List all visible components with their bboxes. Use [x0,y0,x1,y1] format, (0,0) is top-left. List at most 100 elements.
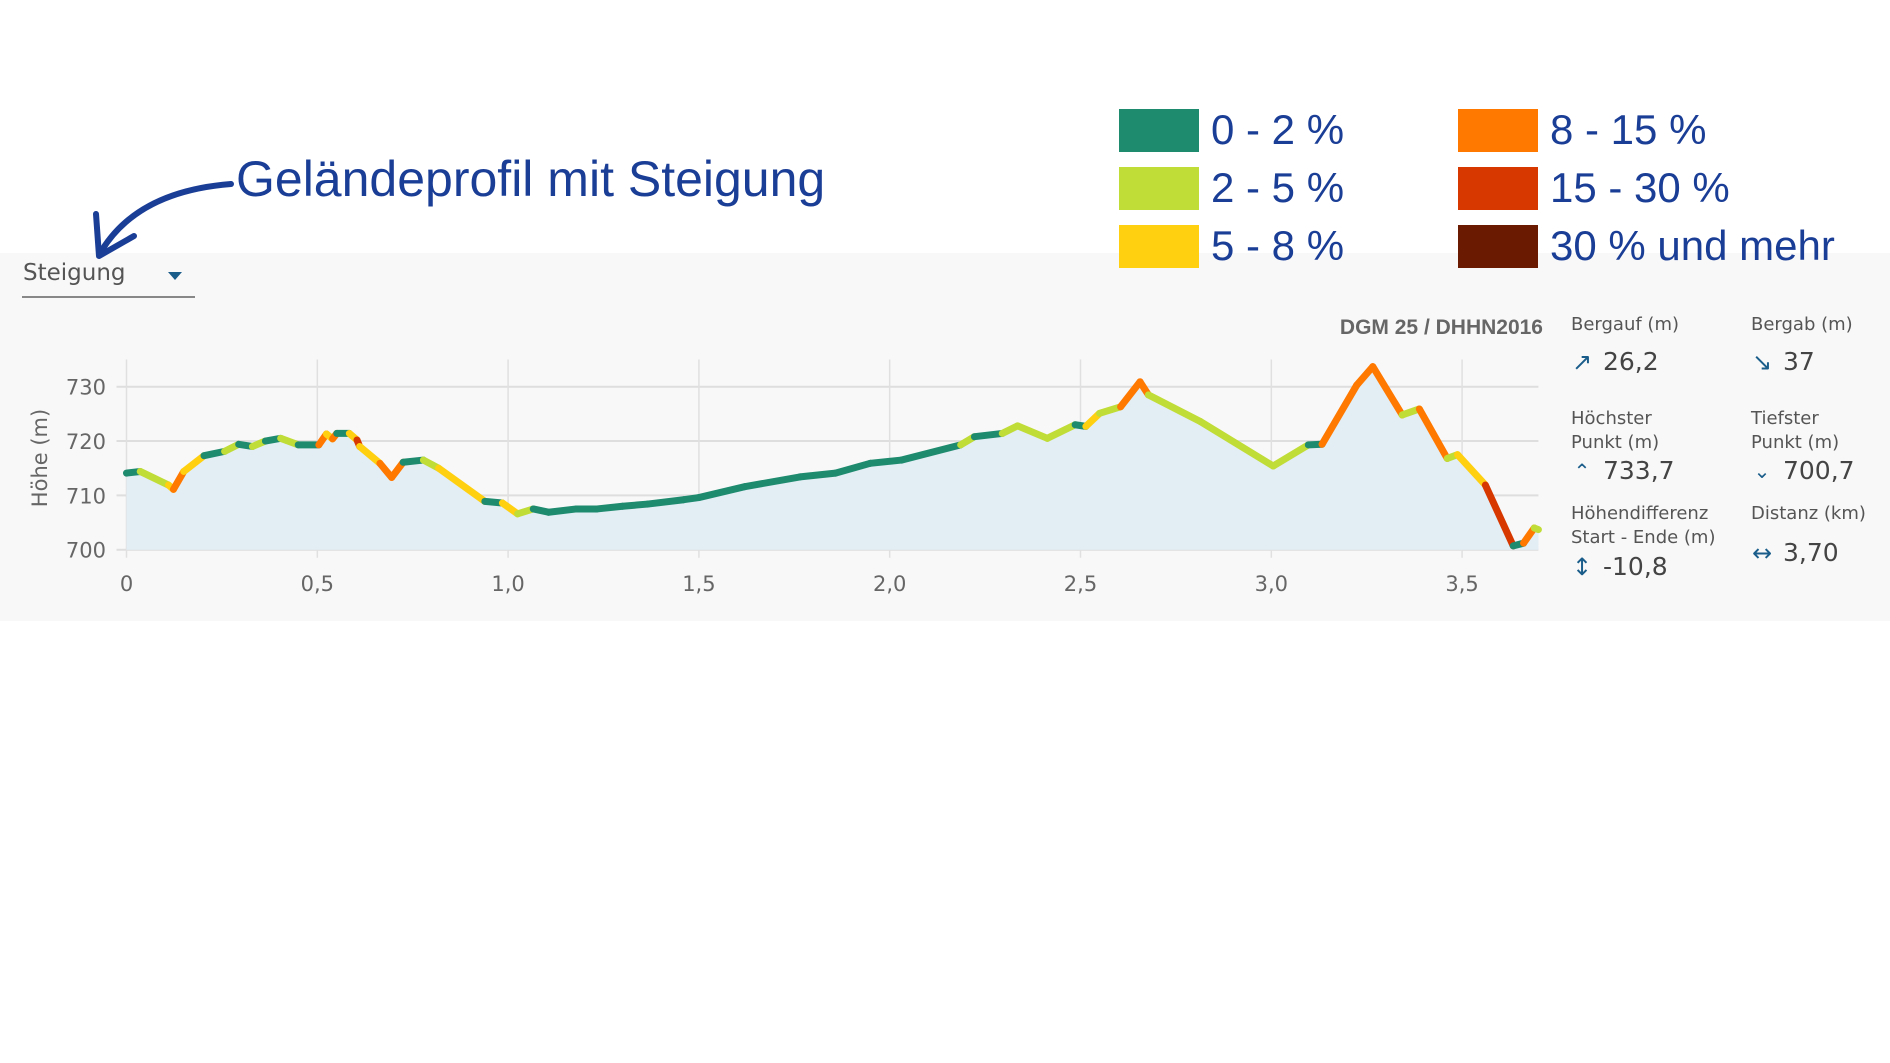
legend-item: 30 % und mehr [1458,222,1835,269]
legend-item: 0 - 2 % [1119,106,1345,153]
x-tick-label: 0 [120,572,133,596]
x-tick-label: 1,0 [491,572,524,596]
ascent-label: Bergauf (m) [1571,314,1680,335]
profile-line-segment [1415,405,1451,462]
difference-label: Höhendifferenz Start - Ende (m) [1571,502,1716,550]
annotation-title: Geländeprofil mit Steigung [236,151,826,207]
legend-item: 2 - 5 % [1119,164,1345,211]
profile-line-segment [1043,421,1079,442]
descent-label: Bergab (m) [1751,314,1853,335]
descent-value: 37 [1783,347,1815,376]
arrow-down-right-icon: ↘ [1751,347,1773,376]
arrow-up-right-icon: ↗ [1571,347,1593,376]
x-tick-label: 3,0 [1255,572,1288,596]
legend-swatch [1119,224,1199,268]
profile-line-segment [970,429,1006,441]
x-tick-label: 2,0 [873,572,906,596]
lowest-value: 700,7 [1783,456,1855,485]
chevron-down-icon: ⌄ [1753,458,1771,483]
elevation-area [126,366,1539,550]
highest-label-line1: Höchster [1571,408,1652,429]
profile-line-segment [180,452,208,475]
profile-line-segment [593,502,627,513]
highest-label: Höchster Punkt (m) [1571,407,1659,455]
distance-value: 3,70 [1783,538,1839,567]
profile-line-segment [741,473,804,491]
legend-label: 15 - 30 % [1550,164,1730,211]
y-tick-label: 720 [66,430,106,454]
legend-swatch [1458,108,1538,152]
profile-line-segment [619,500,652,510]
legend-swatch [1119,166,1199,210]
profile-line-segment [644,496,688,508]
profile-line-segment [1144,391,1204,425]
dropdown-selected-value: Steigung [23,260,126,286]
highest-label-line2: Punkt (m) [1571,432,1660,453]
legend-item: 5 - 8 % [1119,222,1345,269]
profile-line-segment [200,447,229,460]
profile-line-segment [1530,524,1542,534]
profile-panel [0,253,1890,621]
legend-swatch [1458,166,1538,210]
x-tick-label: 0,5 [301,572,334,596]
profile-line-segment [1481,481,1517,550]
x-tick-label: 1,5 [682,572,715,596]
distance-value-row: ↔ 3,70 [1751,538,1839,567]
profile-line-segment [898,441,965,464]
descent-value-row: ↘ 37 [1751,347,1815,376]
difference-value-row: ↕ -10,8 [1571,552,1668,581]
profile-line-segment [1014,422,1051,442]
arrow-left-right-icon: ↔ [1751,538,1773,567]
y-axis-title: Höhe (m) [28,409,52,507]
profile-line-segment [1196,417,1277,470]
x-tick-label: 2,5 [1064,572,1097,596]
profile-line-segment [136,467,172,489]
profile-line-segment [1454,451,1489,489]
highest-value: 733,7 [1603,456,1675,485]
profile-line-segment [1269,441,1312,470]
legend-item: 15 - 30 % [1458,164,1730,211]
legend-label: 2 - 5 % [1211,164,1345,211]
lowest-label-line2: Punkt (m) [1751,432,1840,453]
caret-down-icon [168,272,182,280]
y-tick-label: 700 [66,539,106,563]
profile-line-segment [356,442,384,467]
profile-line-segment [545,505,580,516]
profile-line-segment [1369,363,1406,419]
ascent-value: 26,2 [1603,347,1659,376]
profile-line-segment [832,459,874,477]
profile-line-segment [695,483,749,502]
data-source-label: DGM 25 / DHHN2016 [1339,316,1543,339]
x-tick-label: 3,5 [1445,572,1478,596]
y-tick-label: 710 [66,484,106,508]
ascent-value-row: ↗ 26,2 [1571,347,1659,376]
y-tick-label: 730 [66,376,106,400]
legend-label: 30 % und mehr [1550,222,1835,269]
legend-swatch [1119,108,1199,152]
legend-swatch [1458,224,1538,268]
difference-label-line2: Start - Ende (m) [1571,527,1716,548]
profile-line-segment [866,456,906,467]
legend-item: 8 - 15 % [1458,106,1707,153]
distance-label: Distanz (km) [1751,503,1866,524]
chevron-up-icon: ⌃ [1573,458,1591,483]
profile-line-segment [796,469,840,481]
lowest-label-line1: Tiefster [1751,408,1819,429]
difference-value: -10,8 [1603,552,1668,581]
profile-line-segment [1117,378,1144,411]
arrow-up-down-icon: ↕ [1571,552,1593,581]
legend-label: 0 - 2 % [1211,106,1345,153]
profile-line-segment [1318,381,1361,448]
profile-line-segment [1096,403,1125,417]
profile-line-segment [1353,363,1377,389]
legend-label: 5 - 8 % [1211,222,1345,269]
difference-label-line1: Höhendifferenz [1571,503,1709,524]
highest-value-row: ⌃ 733,7 [1571,456,1675,485]
legend-label: 8 - 15 % [1550,106,1707,153]
profile-line-segment [435,464,489,505]
lowest-label: Tiefster Punkt (m) [1751,407,1839,455]
profile-mode-dropdown[interactable]: Steigung [22,258,195,298]
lowest-value-row: ⌄ 700,7 [1751,456,1855,485]
